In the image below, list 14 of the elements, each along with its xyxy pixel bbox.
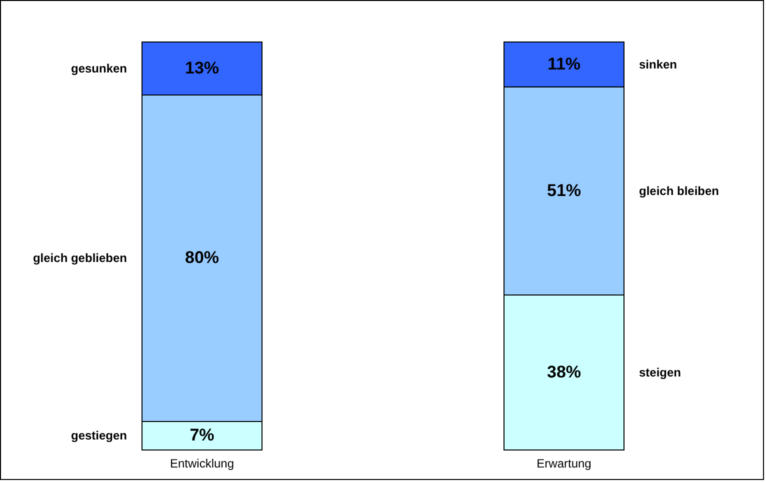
data-label: 13% — [184, 58, 220, 78]
data-label: 51% — [546, 180, 582, 200]
annotation: gestiegen — [70, 428, 127, 443]
annotation: gesunken — [70, 62, 127, 76]
data-label: 7% — [190, 426, 214, 445]
x-tick-label: Erwartung — [536, 456, 592, 470]
annotation: steigen — [639, 365, 682, 380]
data-label: 80% — [184, 248, 220, 268]
data-label: 11% — [547, 54, 581, 74]
annotation: gleich bleiben — [639, 184, 720, 198]
annotation: gleich geblieben — [32, 251, 127, 266]
data-label: 38% — [546, 362, 582, 382]
x-tick-label: Entwicklung — [170, 456, 234, 470]
annotation: sinken — [639, 57, 678, 72]
